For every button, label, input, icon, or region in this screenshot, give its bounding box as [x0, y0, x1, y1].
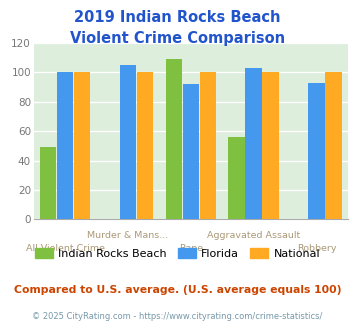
- Bar: [120, 65, 136, 219]
- Bar: [245, 68, 262, 219]
- Bar: [137, 72, 153, 219]
- Text: Aggravated Assault: Aggravated Assault: [207, 231, 300, 240]
- Text: 2019 Indian Rocks Beach: 2019 Indian Rocks Beach: [74, 10, 281, 25]
- Text: © 2025 CityRating.com - https://www.cityrating.com/crime-statistics/: © 2025 CityRating.com - https://www.city…: [32, 312, 323, 321]
- Text: Violent Crime Comparison: Violent Crime Comparison: [70, 31, 285, 46]
- Bar: [262, 72, 279, 219]
- Bar: [74, 72, 90, 219]
- Text: All Violent Crime: All Violent Crime: [26, 245, 105, 253]
- Bar: [200, 72, 216, 219]
- Text: Murder & Mans...: Murder & Mans...: [87, 231, 169, 240]
- Bar: [40, 148, 56, 219]
- Bar: [57, 72, 73, 219]
- Bar: [229, 137, 245, 219]
- Legend: Indian Rocks Beach, Florida, National: Indian Rocks Beach, Florida, National: [30, 244, 325, 263]
- Bar: [325, 72, 342, 219]
- Bar: [182, 84, 199, 219]
- Text: Compared to U.S. average. (U.S. average equals 100): Compared to U.S. average. (U.S. average …: [14, 285, 341, 295]
- Bar: [166, 59, 182, 219]
- Text: Robbery: Robbery: [297, 245, 336, 253]
- Bar: [308, 82, 325, 219]
- Text: Rape: Rape: [179, 245, 203, 253]
